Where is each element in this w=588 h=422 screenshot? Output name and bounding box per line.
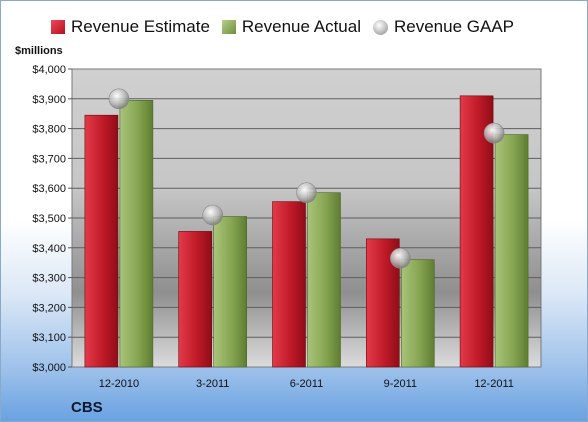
marker-revenue-gaap bbox=[108, 88, 130, 110]
marker-revenue-gaap bbox=[202, 204, 223, 226]
bar-revenue-estimate bbox=[84, 114, 119, 368]
y-tick-label: $3,700 bbox=[32, 153, 66, 165]
legend: Revenue Estimate Revenue Actual Revenue … bbox=[51, 17, 526, 37]
legend-item-actual: Revenue Actual bbox=[221, 17, 361, 37]
y-tick-label: $3,500 bbox=[32, 213, 66, 225]
y-tick-label: $3,800 bbox=[32, 124, 66, 136]
y-tick-label: $3,200 bbox=[32, 302, 66, 314]
y-tick-label: $3,000 bbox=[32, 362, 66, 374]
legend-item-estimate: Revenue Estimate bbox=[51, 17, 210, 37]
legend-swatch-actual bbox=[221, 20, 236, 34]
x-tick-label: 9-2011 bbox=[384, 378, 417, 390]
y-tick-label: $3,100 bbox=[32, 332, 66, 344]
x-tick-label: 12-2011 bbox=[474, 378, 514, 390]
y-tick-label: $3,300 bbox=[32, 273, 66, 285]
bar-revenue-actual bbox=[213, 216, 247, 368]
company-label: CBS bbox=[71, 399, 103, 416]
y-tick-label: $3,400 bbox=[32, 243, 66, 255]
legend-label-actual: Revenue Actual bbox=[241, 17, 361, 36]
bar-revenue-actual bbox=[400, 259, 435, 368]
x-tick-label: 3-2011 bbox=[196, 378, 229, 390]
marker-revenue-gaap bbox=[389, 247, 411, 269]
legend-item-gaap: Revenue GAAP bbox=[373, 17, 514, 37]
marker-revenue-gaap bbox=[296, 182, 317, 203]
bar-revenue-estimate bbox=[272, 201, 306, 368]
bar-revenue-actual bbox=[119, 99, 154, 368]
legend-label-estimate: Revenue Estimate bbox=[71, 17, 210, 36]
bar-revenue-actual bbox=[494, 134, 529, 368]
y-tick-label: $4,000 bbox=[32, 64, 66, 76]
y-axis-units-label: $millions bbox=[15, 45, 63, 57]
legend-label-gaap: Revenue GAAP bbox=[394, 17, 515, 36]
x-tick-label: 6-2011 bbox=[290, 378, 323, 390]
legend-swatch-estimate bbox=[51, 20, 65, 34]
x-tick-label: 12-2010 bbox=[99, 378, 139, 390]
marker-revenue-gaap bbox=[483, 122, 505, 144]
bar-revenue-estimate bbox=[178, 231, 212, 368]
y-tick-label: $3,900 bbox=[32, 94, 66, 106]
bar-revenue-actual bbox=[307, 192, 341, 368]
y-tick-label: $3,600 bbox=[32, 183, 66, 195]
legend-marker-gaap bbox=[373, 19, 388, 35]
